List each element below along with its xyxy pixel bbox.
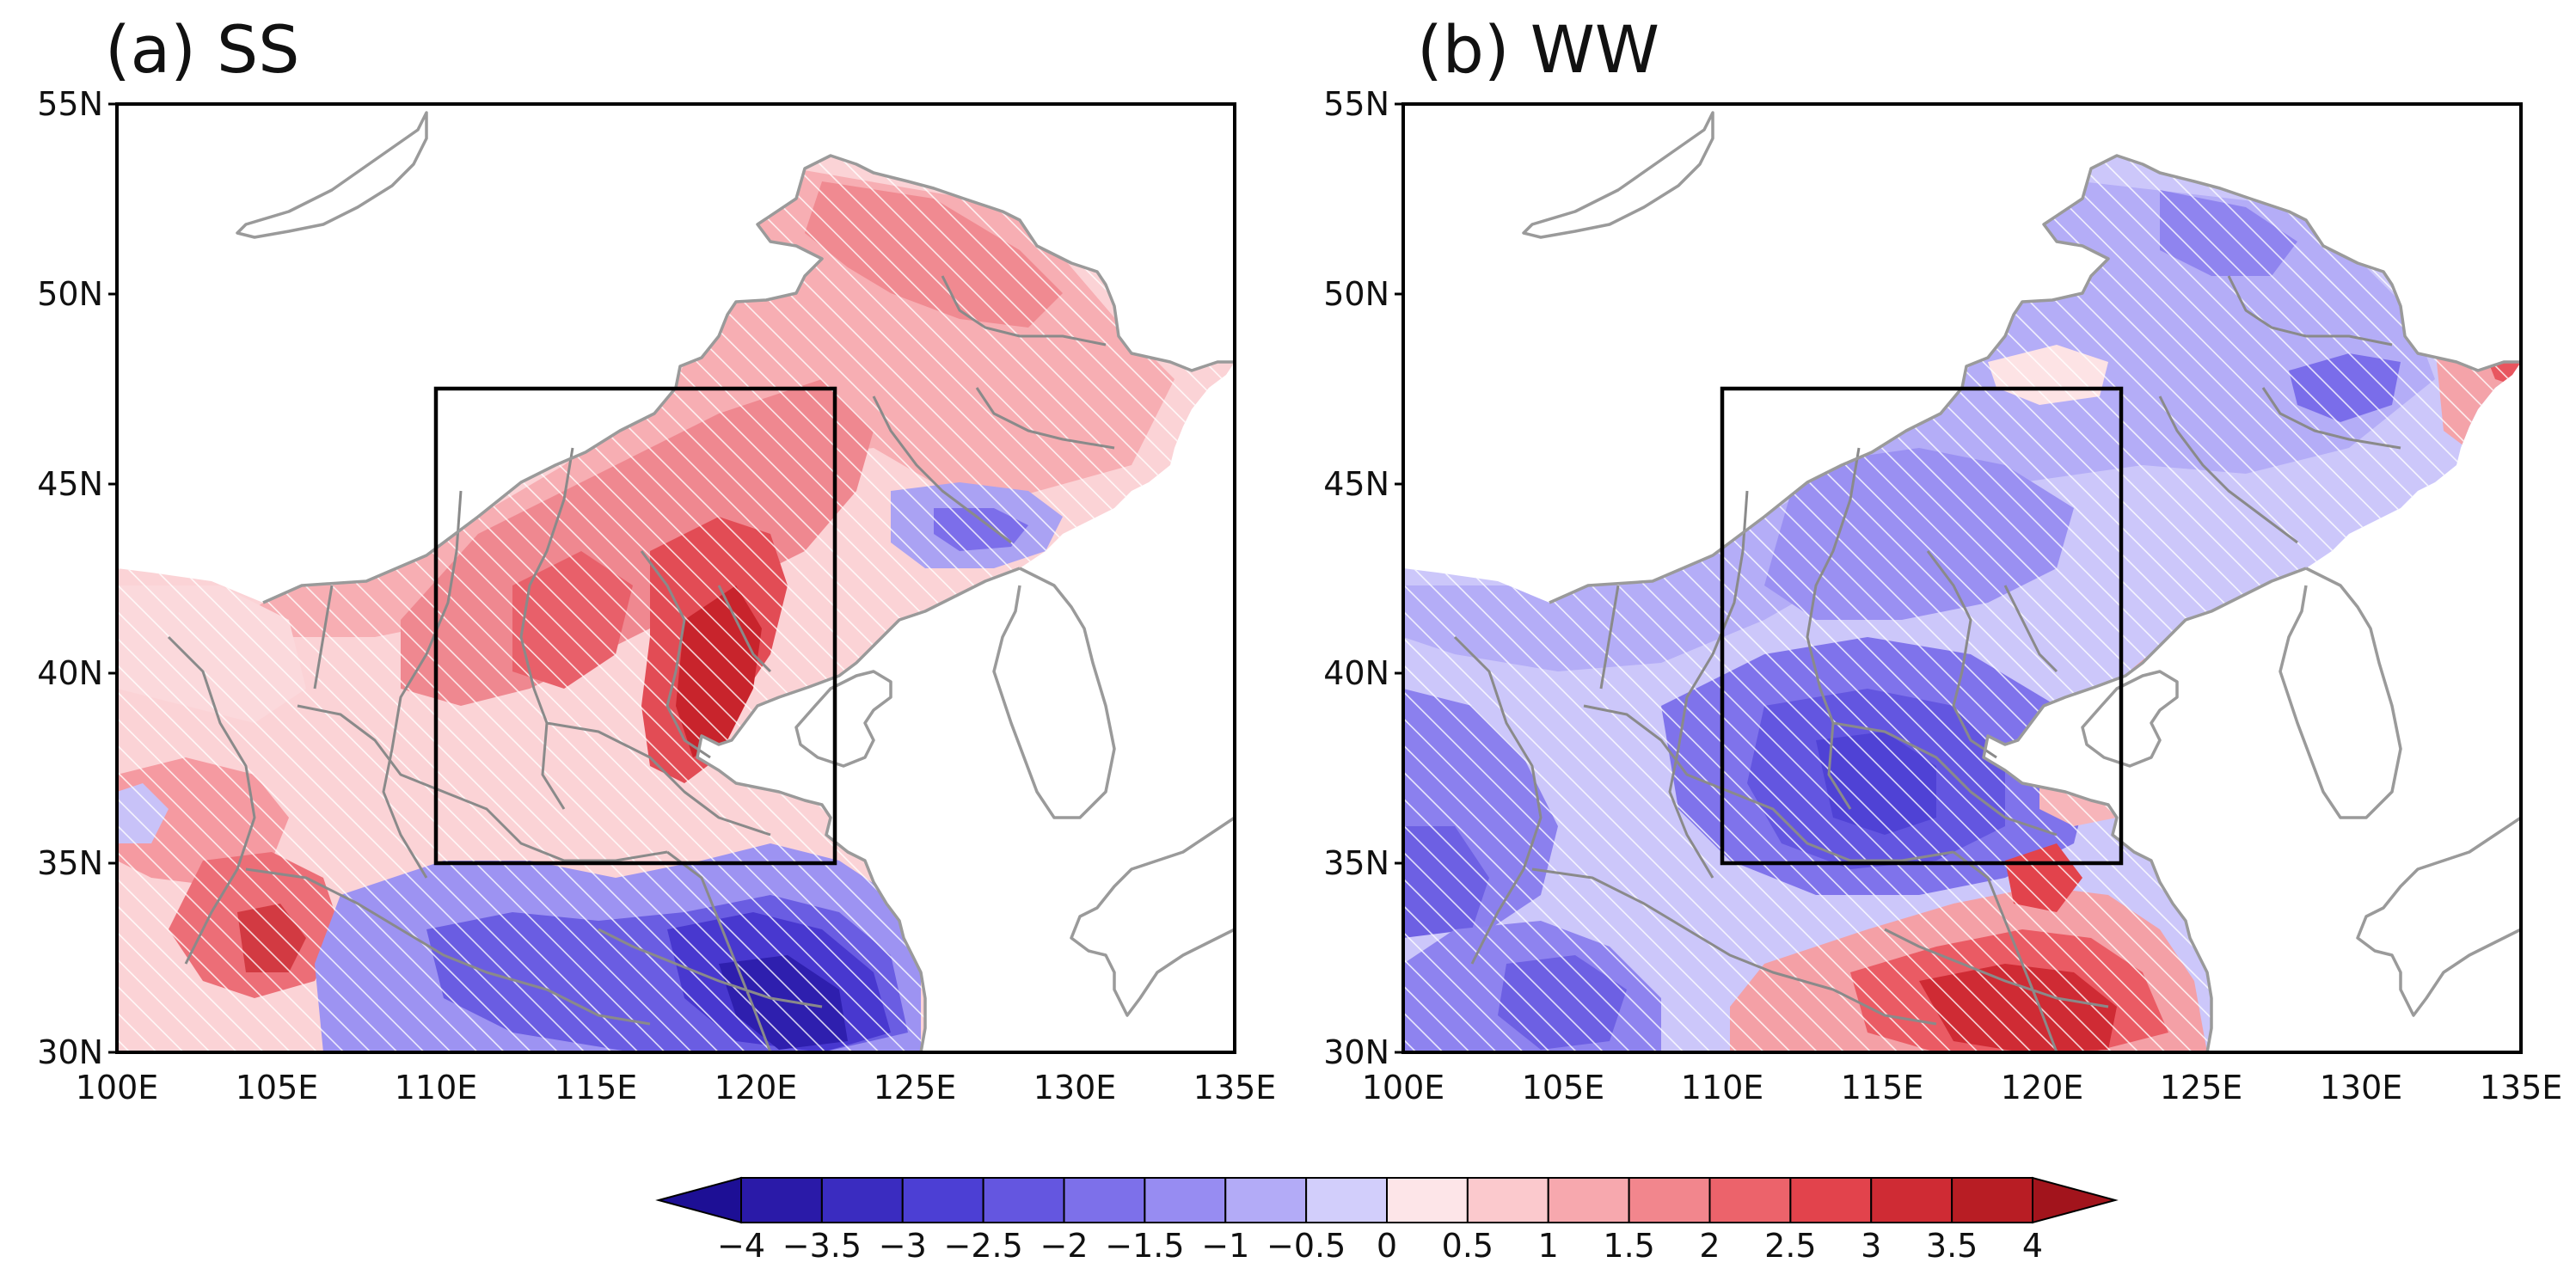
colorbar-swatch [1063, 1177, 1146, 1223]
panel-a-ytick-30: 30N [37, 1033, 103, 1071]
panel-b-xtick-105: 105E [1522, 1069, 1605, 1106]
colorbar-swatch [982, 1177, 1065, 1223]
panel-a-xtick-120: 120E [715, 1069, 798, 1106]
colorbar-swatch [1305, 1177, 1388, 1223]
panel-a-xtick-130: 130E [1033, 1069, 1117, 1106]
colorbar-label: 2.5 [1764, 1227, 1816, 1265]
panel-b-anomaly-field [1403, 156, 2521, 1052]
colorbar: −4 −3.5 −3 −2.5 −2 −1.5 −1 −0.5 0 0.5 1 1.5 2 2.5 3 3.5… [655, 1176, 2119, 1265]
panel-a-map: 55N 50N 45N 40N 35N 30N 100E 105E 110E 1… [37, 85, 1276, 1106]
panel-a-ytick-55: 55N [37, 85, 103, 123]
colorbar-swatch [1628, 1177, 1711, 1223]
panel-a-xtick-100: 100E [76, 1069, 159, 1106]
colorbar-swatch [1547, 1177, 1630, 1223]
panel-b-map: 55N 50N 45N 40N 35N 30N 100E 105E 110E 1… [1323, 85, 2562, 1106]
panel-a-xtick-125: 125E [874, 1069, 957, 1106]
panel-b-xtick-120: 120E [2001, 1069, 2084, 1106]
panel-a-ytick-50: 50N [37, 275, 103, 313]
panel-b-study-box [1720, 386, 2124, 866]
panel-b-ytick-35: 35N [1323, 844, 1389, 882]
panel-a-x-axis: 100E 105E 110E 115E 120E 125E 130E 135E [76, 1069, 1277, 1106]
panel-a-anomaly-field [117, 156, 1235, 1052]
panel-a-y-axis: 55N 50N 45N 40N 35N 30N [37, 85, 117, 1071]
colorbar-swatch [1466, 1177, 1549, 1223]
colorbar-under-arrow [655, 1176, 742, 1224]
colorbar-over-arrow [2032, 1176, 2119, 1224]
panel-b-y-axis: 55N 50N 45N 40N 35N 30N [1323, 85, 1403, 1071]
colorbar-swatch [1144, 1177, 1227, 1223]
panel-a-frame [115, 102, 1236, 1054]
colorbar-label: 2 [1699, 1227, 1720, 1265]
panel-b-ytick-50: 50N [1323, 275, 1389, 313]
colorbar-swatch [740, 1177, 823, 1223]
panel-b-x-axis: 100E 105E 110E 115E 120E 125E 130E 135E [1362, 1069, 2563, 1106]
colorbar-label: −4 [717, 1227, 765, 1265]
colorbar-label: −1.5 [1105, 1227, 1184, 1265]
colorbar-swatch [820, 1177, 904, 1223]
panel-b-xtick-125: 125E [2160, 1069, 2243, 1106]
colorbar-label: 3.5 [1926, 1227, 1978, 1265]
colorbar-swatch [1386, 1177, 1469, 1223]
colorbar-label: 0 [1377, 1227, 1397, 1265]
panel-b-xtick-135: 135E [2480, 1069, 2563, 1106]
colorbar-swatch [1224, 1177, 1308, 1223]
panel-b-xtick-130: 130E [2320, 1069, 2403, 1106]
colorbar-label: 1 [1538, 1227, 1559, 1265]
panel-b-frame [1401, 102, 2523, 1054]
colorbar-label: −3 [879, 1227, 927, 1265]
panel-b-xtick-100: 100E [1362, 1069, 1445, 1106]
colorbar-swatch [1951, 1177, 2033, 1223]
colorbar-swatch [1789, 1177, 1873, 1223]
colorbar-swatch [1870, 1177, 1953, 1223]
panel-a-title: (a) SS [105, 11, 300, 88]
panel-b-xtick-110: 110E [1681, 1069, 1764, 1106]
colorbar-label: 4 [2022, 1227, 2043, 1265]
panel-a-xtick-115: 115E [555, 1069, 638, 1106]
panel-a-ytick-45: 45N [37, 465, 103, 503]
panel-a-xtick-110: 110E [395, 1069, 478, 1106]
panel-a-xtick-135: 135E [1193, 1069, 1277, 1106]
colorbar-label: 3 [1861, 1227, 1881, 1265]
colorbar-swatch [1708, 1177, 1792, 1223]
panel-b-ytick-30: 30N [1323, 1033, 1389, 1071]
colorbar-label: −1 [1201, 1227, 1249, 1265]
panel-b-xtick-115: 115E [1841, 1069, 1924, 1106]
panel-b-ytick-40: 40N [1323, 654, 1389, 692]
panel-a-study-box [433, 386, 837, 866]
panel-a-ytick-40: 40N [37, 654, 103, 692]
colorbar-label: −0.5 [1267, 1227, 1346, 1265]
colorbar-label: −3.5 [782, 1227, 862, 1265]
panel-b-title: (b) WW [1417, 11, 1659, 88]
panel-b-ytick-55: 55N [1323, 85, 1389, 123]
colorbar-label: 0.5 [1442, 1227, 1493, 1265]
colorbar-label: −2 [1040, 1227, 1088, 1265]
colorbar-label: 1.5 [1603, 1227, 1654, 1265]
panel-b-ytick-45: 45N [1323, 465, 1389, 503]
colorbar-swatch [901, 1177, 984, 1223]
colorbar-label: −2.5 [943, 1227, 1022, 1265]
panel-a-xtick-105: 105E [236, 1069, 319, 1106]
panel-a-ytick-35: 35N [37, 844, 103, 882]
